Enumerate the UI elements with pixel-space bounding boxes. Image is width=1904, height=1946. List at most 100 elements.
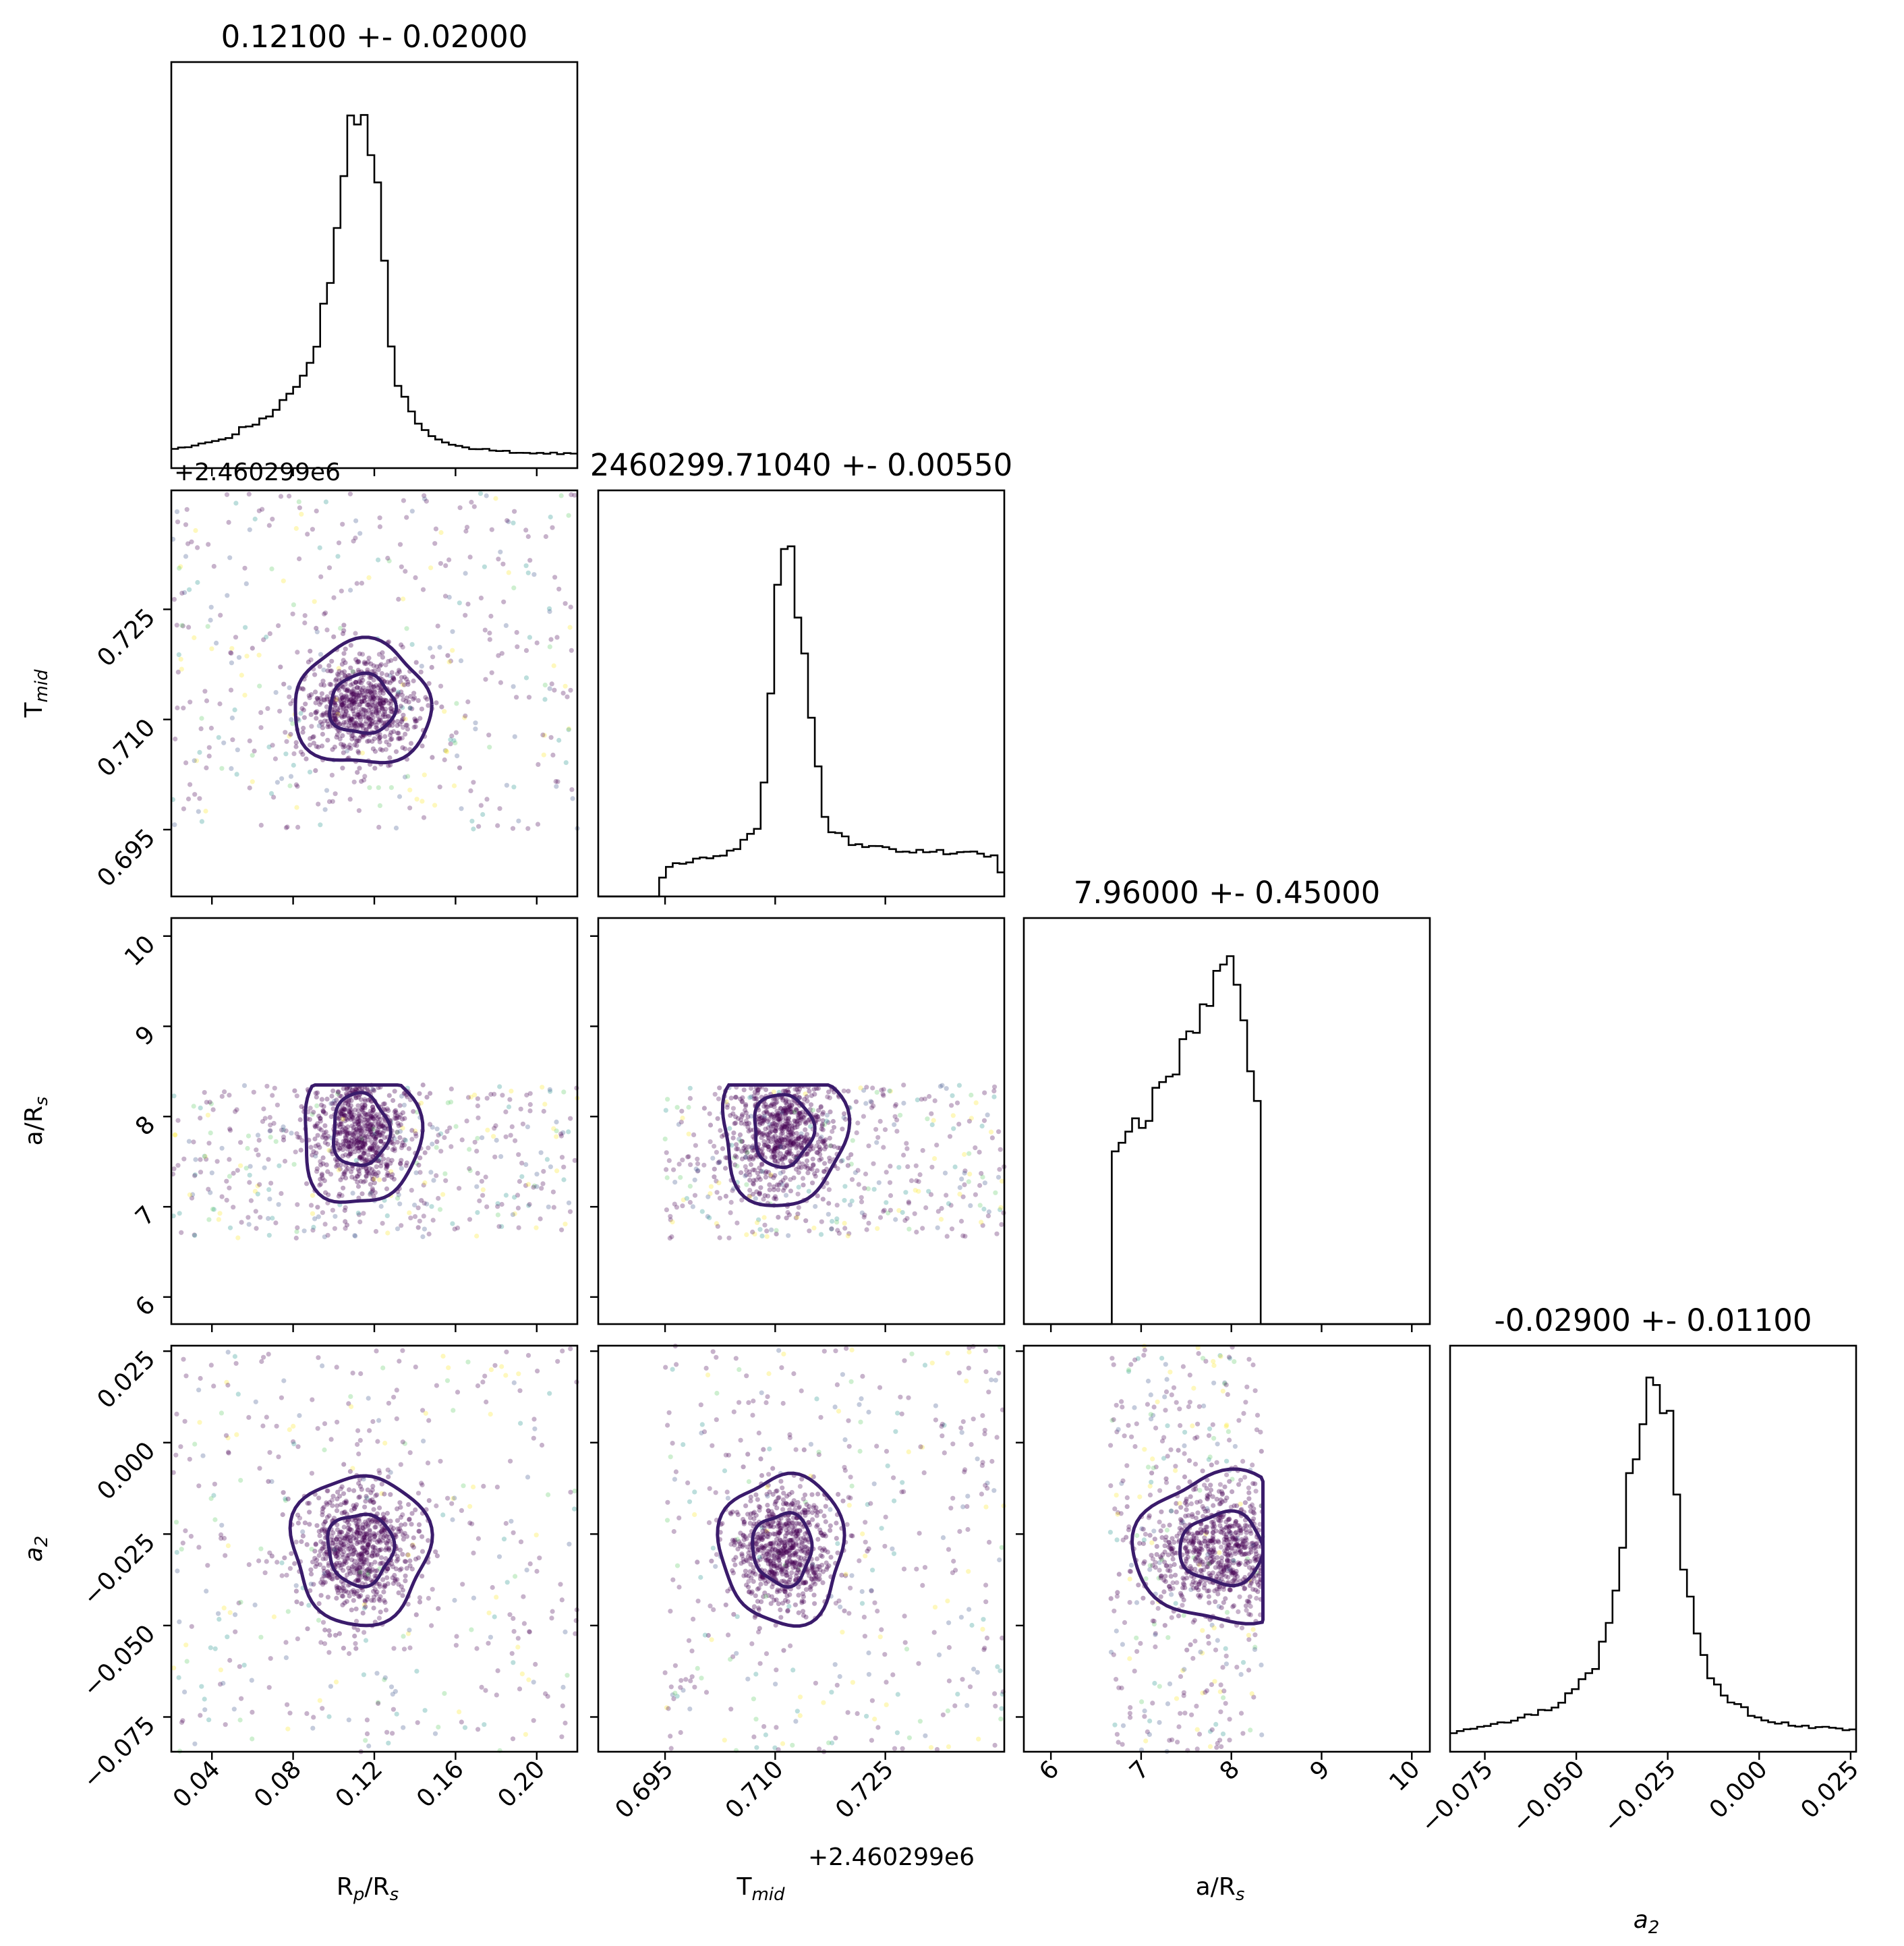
scatter-point	[324, 694, 330, 699]
scatter-point	[830, 1128, 835, 1134]
scatter-point	[739, 1156, 745, 1162]
scatter-point	[798, 1134, 804, 1139]
scatter-point	[734, 1142, 739, 1147]
scatter-point	[430, 654, 436, 660]
scatter-point	[846, 1089, 851, 1094]
scatter-point	[360, 677, 366, 683]
scatter-point	[182, 1419, 187, 1424]
scatter-point	[793, 1447, 799, 1452]
scatter-point	[308, 1145, 314, 1150]
scatter-point	[541, 1108, 546, 1114]
scatter-point	[969, 1622, 975, 1628]
scatter-point	[184, 507, 190, 512]
scatter-point	[325, 718, 330, 724]
scatter-point	[305, 1501, 310, 1506]
scatter-point	[208, 617, 213, 623]
scatter-point	[354, 1137, 360, 1142]
scatter-point	[437, 645, 442, 650]
scatter-point	[373, 1229, 379, 1234]
scatter-point	[379, 705, 384, 710]
scatter-point	[295, 1444, 301, 1450]
scatter-point	[764, 1234, 770, 1239]
scatter-point	[318, 574, 324, 579]
scatter-point	[402, 746, 408, 751]
scatter-point	[432, 1731, 438, 1736]
scatter-point	[355, 685, 360, 690]
scatter-point	[772, 1194, 778, 1199]
scatter-point	[804, 1094, 809, 1099]
scatter-point	[991, 1094, 997, 1099]
scatter-point	[692, 1512, 697, 1518]
scatter-point	[386, 559, 392, 564]
scatter-point	[318, 695, 324, 701]
scatter-point	[791, 1175, 797, 1180]
scatter-point	[279, 1560, 285, 1566]
scatter-point	[376, 710, 382, 715]
scatter-point	[399, 735, 405, 741]
scatter-point	[426, 703, 431, 708]
scatter-point	[378, 747, 383, 752]
scatter-point	[536, 762, 541, 767]
scatter-point	[676, 1162, 682, 1167]
scatter-point	[226, 519, 231, 525]
scatter-point	[375, 685, 380, 690]
scatter-point	[979, 1123, 985, 1128]
scatter-point	[348, 716, 353, 722]
scatter-point	[377, 699, 383, 704]
scatter-point	[380, 1221, 385, 1226]
scatter-point	[291, 1162, 297, 1167]
scatter-point	[198, 1106, 203, 1111]
scatter-point	[368, 1182, 373, 1187]
scatter-point	[247, 1180, 252, 1185]
scatter-point	[676, 1515, 682, 1520]
scatter-point	[422, 1201, 427, 1206]
scatter-point	[349, 717, 355, 722]
scatter-point	[341, 720, 347, 725]
scatter-point	[805, 1166, 811, 1171]
scatter-point	[378, 1123, 384, 1128]
scatter-point	[784, 1182, 789, 1187]
scatter-point	[247, 1172, 252, 1178]
scatter-point	[267, 1550, 272, 1555]
scatter-point	[884, 1170, 889, 1175]
scatter-point	[916, 1179, 921, 1184]
scatter-point	[874, 1089, 879, 1095]
scatter-point	[757, 1190, 762, 1195]
scatter-point	[565, 694, 570, 699]
scatter-point	[534, 1184, 540, 1189]
scatter-point	[355, 749, 361, 754]
scatter-point	[342, 1207, 347, 1213]
scatter-point	[745, 1149, 750, 1155]
scatter-point	[857, 1558, 862, 1564]
scatter-point	[861, 1114, 866, 1119]
scatter-point	[516, 1152, 521, 1157]
scatter-point	[527, 1108, 533, 1114]
scatter-point	[434, 1145, 439, 1150]
scatter-point	[399, 719, 405, 724]
scatter-point	[360, 1610, 366, 1615]
scatter-point	[266, 1187, 272, 1193]
scatter-point	[983, 1599, 989, 1605]
scatter-point	[699, 1676, 704, 1681]
scatter-point	[808, 1441, 813, 1447]
scatter-point	[287, 1711, 293, 1716]
scatter-point	[521, 1621, 527, 1626]
scatter-point	[269, 566, 275, 572]
scatter-point	[369, 1144, 374, 1149]
scatter-point	[173, 1520, 179, 1525]
scatter-point	[442, 757, 447, 763]
scatter-point	[366, 738, 372, 744]
scatter-point	[524, 1092, 529, 1098]
scatter-point	[434, 1503, 439, 1509]
scatter-point	[377, 683, 382, 689]
scatter-point	[977, 1149, 982, 1155]
scatter-point	[807, 1124, 813, 1129]
scatter-point	[353, 697, 358, 703]
scatter-point	[306, 693, 312, 698]
scatter-point	[401, 712, 406, 718]
scatter-point	[206, 1217, 212, 1222]
scatter-point	[388, 1470, 393, 1475]
scatter-point	[452, 1495, 457, 1501]
scatter-point	[198, 1116, 203, 1121]
scatter-point	[526, 1677, 531, 1682]
